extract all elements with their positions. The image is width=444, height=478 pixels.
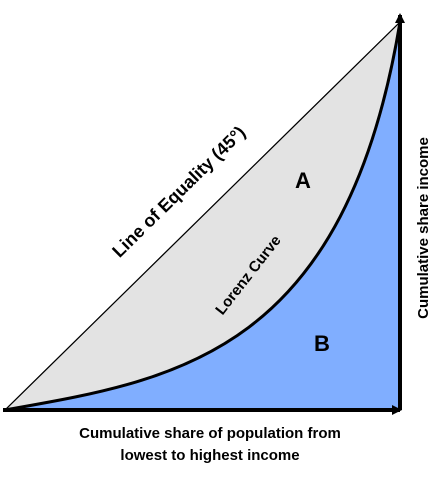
- area-b-label: B: [314, 331, 330, 356]
- x-axis-label-line1: Cumulative share of population from: [79, 425, 341, 442]
- line-of-equality: [4, 21, 401, 411]
- x-axis-label-line2: lowest to highest income: [120, 447, 300, 464]
- lorenz-curve-line: [4, 21, 402, 412]
- area-a-label: A: [295, 168, 311, 193]
- y-axis-label: Cumulative share income: [415, 137, 432, 319]
- x-axis-label: Cumulative share of population from lowe…: [20, 423, 400, 467]
- area-b-region: [5, 22, 400, 410]
